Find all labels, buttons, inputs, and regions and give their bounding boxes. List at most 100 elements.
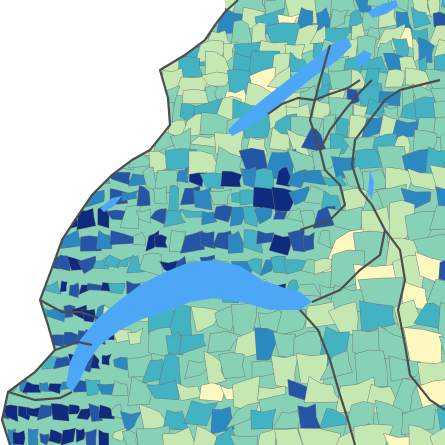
municipality-region[interactable] <box>37 114 67 142</box>
municipality-region[interactable] <box>255 427 278 445</box>
municipality-region[interactable] <box>0 304 7 321</box>
municipality-region[interactable] <box>163 209 186 228</box>
municipality-region[interactable] <box>0 130 16 160</box>
municipality-region[interactable] <box>94 36 127 65</box>
municipality-region[interactable] <box>50 70 72 95</box>
municipality-region[interactable] <box>275 167 291 187</box>
municipality-region[interactable] <box>108 171 133 186</box>
municipality-region[interactable] <box>100 67 124 91</box>
municipality-region[interactable] <box>0 114 30 149</box>
municipality-region[interactable] <box>112 28 136 58</box>
municipality-region[interactable] <box>192 425 217 445</box>
municipality-region[interactable] <box>68 404 81 415</box>
municipality-region[interactable] <box>135 208 151 224</box>
municipality-region[interactable] <box>0 281 12 293</box>
municipality-region[interactable] <box>218 352 246 379</box>
municipality-region[interactable] <box>54 186 77 213</box>
municipality-region[interactable] <box>86 0 108 17</box>
municipality-region[interactable] <box>50 5 77 39</box>
municipality-region[interactable] <box>131 27 163 41</box>
municipality-region[interactable] <box>78 167 93 188</box>
municipality-region[interactable] <box>104 0 131 23</box>
municipality-region[interactable] <box>122 52 143 79</box>
municipality-region[interactable] <box>132 232 146 246</box>
municipality-region[interactable] <box>383 433 413 445</box>
municipality-region[interactable] <box>155 0 185 21</box>
municipality-region[interactable] <box>273 209 288 220</box>
municipality-region[interactable] <box>19 21 53 57</box>
municipality-region[interactable] <box>64 82 95 115</box>
municipality-region[interactable] <box>58 54 82 87</box>
municipality-region[interactable] <box>121 189 140 202</box>
municipality-region[interactable] <box>34 135 61 159</box>
municipality-region[interactable] <box>151 9 184 37</box>
municipality-region[interactable] <box>175 6 206 41</box>
municipality-region[interactable] <box>131 0 157 23</box>
municipality-region[interactable] <box>304 376 342 403</box>
municipality-region[interactable] <box>21 381 42 393</box>
municipality-region[interactable] <box>250 408 277 430</box>
municipality-region[interactable] <box>8 330 27 345</box>
municipality-region[interactable] <box>268 233 292 256</box>
municipality-region[interactable] <box>56 112 86 137</box>
municipality-region[interactable] <box>0 84 21 107</box>
municipality-region[interactable] <box>3 404 19 423</box>
municipality-region[interactable] <box>69 35 106 70</box>
municipality-region[interactable] <box>59 167 81 187</box>
municipality-region[interactable] <box>317 229 332 249</box>
municipality-region[interactable] <box>17 353 32 373</box>
municipality-region[interactable] <box>27 428 39 445</box>
municipality-region[interactable] <box>408 424 435 445</box>
municipality-region[interactable] <box>183 400 219 426</box>
municipality-region[interactable] <box>0 65 22 100</box>
municipality-region[interactable] <box>168 229 186 253</box>
municipality-region[interactable] <box>90 81 114 119</box>
municipality-region[interactable] <box>58 0 95 18</box>
municipality-region[interactable] <box>2 356 23 372</box>
municipality-region[interactable] <box>60 229 85 249</box>
municipality-region[interactable] <box>229 434 258 445</box>
municipality-region[interactable] <box>429 204 445 230</box>
municipality-region[interactable] <box>322 114 337 140</box>
municipality-region[interactable] <box>139 51 165 83</box>
municipality-region[interactable] <box>154 234 168 248</box>
municipality-region[interactable] <box>68 282 80 299</box>
municipality-region[interactable] <box>0 54 19 83</box>
municipality-region[interactable] <box>21 306 34 324</box>
municipality-region[interactable] <box>23 332 38 348</box>
municipality-region[interactable] <box>161 21 192 51</box>
municipality-region[interactable] <box>91 134 120 151</box>
municipality-region[interactable] <box>5 281 17 300</box>
municipality-region[interactable] <box>132 85 161 118</box>
municipality-region[interactable] <box>227 230 244 254</box>
municipality-region[interactable] <box>103 59 126 81</box>
municipality-region[interactable] <box>117 67 145 94</box>
municipality-region[interactable] <box>121 429 141 445</box>
municipality-region[interactable] <box>0 39 19 64</box>
municipality-region[interactable] <box>98 429 110 445</box>
municipality-region[interactable] <box>0 26 30 50</box>
municipality-region[interactable] <box>253 167 274 191</box>
municipality-region[interactable] <box>108 282 126 295</box>
municipality-region[interactable] <box>14 170 30 194</box>
municipality-region[interactable] <box>116 256 132 268</box>
municipality-region[interactable] <box>0 170 18 184</box>
municipality-region[interactable] <box>257 385 287 401</box>
municipality-region[interactable] <box>268 126 291 152</box>
municipality-region[interactable] <box>127 375 152 406</box>
municipality-region[interactable] <box>36 97 61 122</box>
municipality-region[interactable] <box>212 204 233 223</box>
municipality-region[interactable] <box>175 382 203 402</box>
municipality-region[interactable] <box>39 185 61 211</box>
municipality-region[interactable] <box>427 0 440 18</box>
municipality-region[interactable] <box>98 99 120 122</box>
municipality-region[interactable] <box>0 379 6 391</box>
municipality-region[interactable] <box>88 24 113 52</box>
municipality-region[interactable] <box>142 36 161 66</box>
municipality-region[interactable] <box>73 20 93 51</box>
municipality-region[interactable] <box>18 84 49 107</box>
municipality-region[interactable] <box>61 66 81 99</box>
municipality-region[interactable] <box>42 37 71 64</box>
municipality-region[interactable] <box>5 257 21 272</box>
municipality-region[interactable] <box>199 231 216 249</box>
